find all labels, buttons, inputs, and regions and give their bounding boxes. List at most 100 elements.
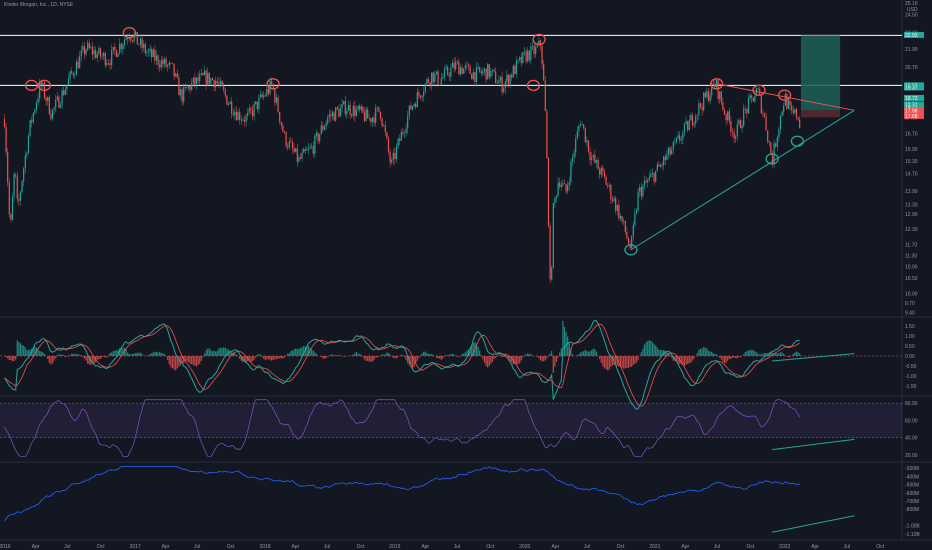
- candle-body: [746, 108, 748, 114]
- macd-histogram-bar: [447, 355, 449, 356]
- candle-body: [575, 138, 577, 153]
- macd-histogram-bar: [47, 356, 49, 359]
- macd-histogram-bar: [549, 353, 551, 356]
- candle-body: [51, 109, 54, 119]
- macd-histogram-bar: [263, 356, 265, 359]
- candle-body: [367, 109, 369, 119]
- candle-body: [645, 180, 647, 183]
- macd-histogram-bar: [536, 356, 538, 357]
- macd-histogram-bar: [410, 356, 412, 368]
- macd-histogram-bar: [747, 350, 750, 356]
- candle-body: [67, 78, 70, 85]
- candle-body: [749, 95, 751, 99]
- macd-histogram-bar: [557, 356, 559, 358]
- macd-histogram-bar: [723, 356, 726, 364]
- macd-histogram-bar: [773, 353, 775, 356]
- candle-body: [674, 141, 676, 143]
- macd-histogram-bar: [482, 356, 484, 360]
- macd-histogram-bar: [725, 356, 727, 363]
- macd-histogram-bar: [589, 351, 591, 356]
- candle-body: [768, 141, 770, 143]
- candle-body: [314, 135, 316, 154]
- candle-body: [32, 112, 34, 123]
- macd-histogram-bar: [269, 356, 271, 361]
- macd-histogram-bar: [704, 347, 706, 356]
- macd-histogram-bar: [586, 350, 588, 356]
- macd-histogram-bar: [437, 356, 439, 359]
- macd-histogram-bar: [495, 356, 497, 358]
- macd-histogram-bar: [682, 356, 684, 365]
- candle-body: [285, 132, 287, 146]
- price-tick-label: 16.70: [905, 132, 918, 138]
- macd-histogram-bar: [159, 351, 161, 356]
- candle-body: [552, 202, 554, 268]
- macd-histogram-bar: [99, 356, 102, 359]
- candle-body: [69, 71, 71, 79]
- macd-histogram-bar: [200, 356, 202, 361]
- candle-body: [789, 100, 791, 106]
- macd-histogram-bar: [299, 347, 302, 356]
- macd-histogram-bar: [315, 353, 318, 356]
- obv-tick-label: -1.00B: [905, 524, 920, 530]
- swing-high-circle: [752, 84, 766, 96]
- macd-histogram-bar: [746, 351, 748, 356]
- candle-body: [199, 74, 201, 82]
- candle-body: [264, 95, 266, 96]
- swing-high-circle: [24, 79, 39, 92]
- macd-histogram-bar: [600, 356, 602, 363]
- macd-histogram-bar: [450, 354, 452, 356]
- candle-body: [442, 76, 444, 79]
- candle-body: [775, 143, 777, 147]
- macd-histogram-bar: [463, 353, 465, 356]
- candle-body: [711, 83, 713, 96]
- macd-histogram-bar: [736, 356, 738, 359]
- macd-histogram-bar: [127, 352, 129, 356]
- macd-histogram-bar: [288, 353, 290, 356]
- candle-body: [656, 164, 658, 171]
- macd-histogram-bar: [538, 356, 540, 359]
- candle-body: [306, 149, 308, 151]
- price-tick-label: 10.00: [905, 291, 918, 297]
- candle-body: [408, 105, 410, 116]
- candle-body: [512, 65, 514, 78]
- macd-histogram-bar: [114, 350, 116, 356]
- candle-body: [482, 71, 484, 74]
- candle-body: [736, 123, 738, 137]
- macd-histogram-bar: [645, 342, 647, 356]
- candle-body: [794, 109, 796, 113]
- rsi-tick-label: 40.00: [905, 436, 918, 442]
- candle-body: [474, 72, 476, 82]
- candle-body: [243, 119, 246, 122]
- macd-histogram-bar: [754, 351, 756, 356]
- macd-histogram-bar: [661, 350, 663, 356]
- candle-body: [267, 88, 270, 94]
- macd-histogram-bar: [96, 356, 98, 360]
- price-tick-label: 9.70: [905, 301, 915, 307]
- macd-histogram-bar: [32, 347, 34, 356]
- candle-body: [699, 103, 702, 108]
- macd-histogram-bar: [327, 356, 329, 357]
- swing-low-circle: [790, 135, 805, 147]
- macd-histogram-bar: [407, 356, 409, 364]
- candle-body: [315, 132, 318, 136]
- macd-histogram-bar: [763, 352, 766, 356]
- macd-histogram-bar: [173, 356, 175, 370]
- macd-histogram-bar: [605, 356, 607, 370]
- candle-body: [682, 131, 684, 140]
- candle-body: [221, 81, 223, 87]
- candle-body: [363, 112, 366, 121]
- candle-body: [31, 120, 33, 123]
- macd-histogram-bar: [74, 353, 76, 356]
- candle-body: [687, 121, 689, 131]
- time-axis-label: Jul: [714, 544, 720, 550]
- candle-body: [394, 152, 396, 160]
- candle-body: [61, 90, 63, 105]
- macd-histogram-bar: [147, 355, 150, 356]
- candle-body: [567, 185, 569, 192]
- price-level-tag-label: 17.68: [905, 114, 918, 120]
- macd-histogram-bar: [83, 356, 86, 359]
- candle-body: [685, 121, 687, 124]
- macd-histogram-bar: [752, 350, 754, 356]
- macd-histogram-bar: [659, 349, 662, 356]
